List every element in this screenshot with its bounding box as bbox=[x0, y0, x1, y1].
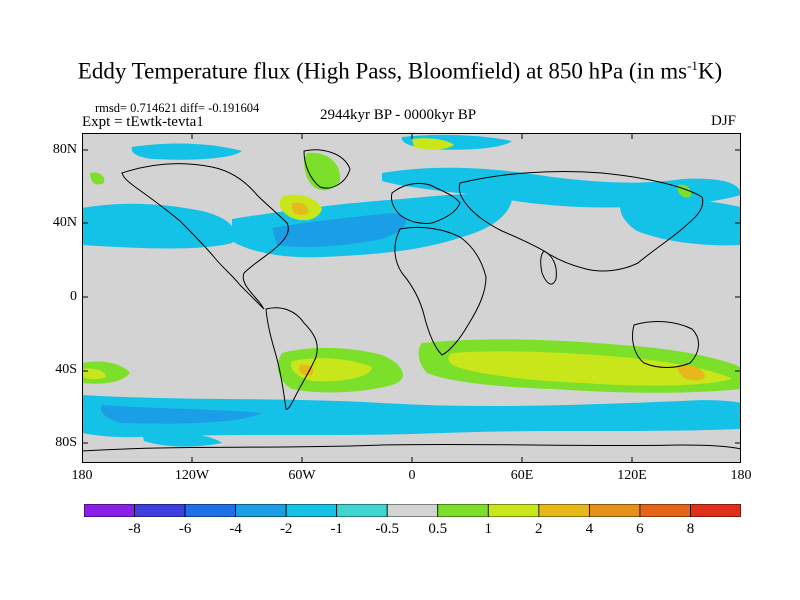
lat-label-40n: 40N bbox=[52, 215, 77, 230]
sh-tasman-peak bbox=[677, 364, 705, 381]
nh-pacific-negative-region bbox=[82, 203, 236, 249]
australia-coast bbox=[631, 321, 699, 368]
sh-atlantic-positive-core bbox=[291, 358, 372, 382]
colorbar-tick-label: 4 bbox=[585, 521, 594, 537]
sh-indian-positive-core bbox=[448, 351, 732, 386]
colorbar-tick-label: -4 bbox=[229, 521, 242, 537]
colorbar-tick-label: 1 bbox=[484, 521, 493, 537]
figure-title: Eddy Temperature flux (High Pass, Bloomf… bbox=[77, 58, 723, 84]
north-america-coast bbox=[121, 163, 289, 310]
colorbar-swatch bbox=[235, 504, 287, 517]
labrador-positive-core bbox=[292, 202, 309, 216]
lat-label-40s: 40S bbox=[55, 362, 77, 377]
africa-coast bbox=[394, 226, 487, 356]
antarctica-coast bbox=[82, 443, 741, 452]
sh-atlantic-peak bbox=[298, 364, 314, 376]
colorbar-tick-label: -1 bbox=[330, 521, 343, 537]
lon-label-60w: 60W bbox=[288, 468, 316, 483]
lat-label-80n: 80N bbox=[52, 142, 77, 157]
period-label: 2944kyr BP - 0000kyr BP bbox=[320, 107, 477, 123]
lat-label-equator: 0 bbox=[70, 289, 77, 304]
coastlines bbox=[82, 149, 741, 452]
colorbar-swatch bbox=[285, 504, 338, 517]
greenland-coast bbox=[303, 149, 351, 189]
axis-ticks bbox=[82, 133, 741, 463]
colorbar-tick-label: 8 bbox=[686, 521, 695, 537]
antarctic-negative bbox=[142, 432, 222, 447]
rmsd-diff-stats: rmsd= 0.714621 diff= -0.191604 bbox=[95, 101, 260, 115]
colorbar-swatch bbox=[588, 504, 641, 517]
colorbar-tick-label: -6 bbox=[178, 521, 192, 537]
experiment-label: Expt = tEwtk-tevta1 bbox=[82, 114, 204, 130]
colorbar-tick-label: -0.5 bbox=[375, 521, 400, 537]
nh-pacific-west-negative bbox=[620, 197, 741, 246]
colorbar-swatch bbox=[336, 504, 388, 517]
colorbar-tick-label: -8 bbox=[128, 521, 141, 537]
colorbar-swatch bbox=[690, 504, 741, 517]
colorbar-tick-label: 2 bbox=[535, 521, 543, 537]
colorbar-tick-label: 0.5 bbox=[428, 521, 448, 537]
lon-label-120e: 120E bbox=[617, 468, 647, 483]
colorbar-swatch bbox=[639, 504, 691, 517]
lon-label-60e: 60E bbox=[510, 468, 534, 483]
europe-coast bbox=[391, 182, 461, 224]
colorbar bbox=[84, 504, 741, 517]
south-america-coast bbox=[265, 307, 318, 410]
india-coast bbox=[540, 250, 557, 285]
southern-ocean-negative-core bbox=[101, 405, 262, 424]
lon-label-0: 0 bbox=[408, 468, 416, 483]
colorbar-swatch bbox=[437, 504, 489, 517]
lat-label-80s: 80S bbox=[55, 435, 77, 450]
lon-label-120w: 120W bbox=[174, 468, 210, 483]
colorbar-tick-label: -2 bbox=[279, 521, 293, 537]
map-plot bbox=[82, 133, 741, 463]
nh-atlantic-strong-negative bbox=[272, 213, 406, 247]
greenland-positive bbox=[304, 152, 341, 191]
southern-ocean-negative-band bbox=[82, 395, 741, 438]
colorbar-swatch bbox=[84, 504, 135, 517]
colorbar-swatch bbox=[487, 504, 540, 517]
pacific-small-positive-2 bbox=[90, 172, 105, 185]
asia-coast bbox=[458, 170, 704, 272]
colorbar-swatch bbox=[184, 504, 237, 517]
lon-label-180-west: 180 bbox=[71, 468, 93, 483]
season-label: DJF bbox=[711, 113, 737, 129]
arctic-negative-region bbox=[131, 143, 242, 160]
colorbar-tick-label: 6 bbox=[636, 521, 644, 537]
lon-label-180-east: 180 bbox=[730, 468, 752, 483]
colorbar-swatch bbox=[134, 504, 186, 517]
europe-positive bbox=[412, 138, 454, 150]
colorbar-swatch bbox=[386, 504, 439, 517]
colorbar-swatch bbox=[538, 504, 590, 517]
anomaly-fields bbox=[82, 134, 741, 447]
